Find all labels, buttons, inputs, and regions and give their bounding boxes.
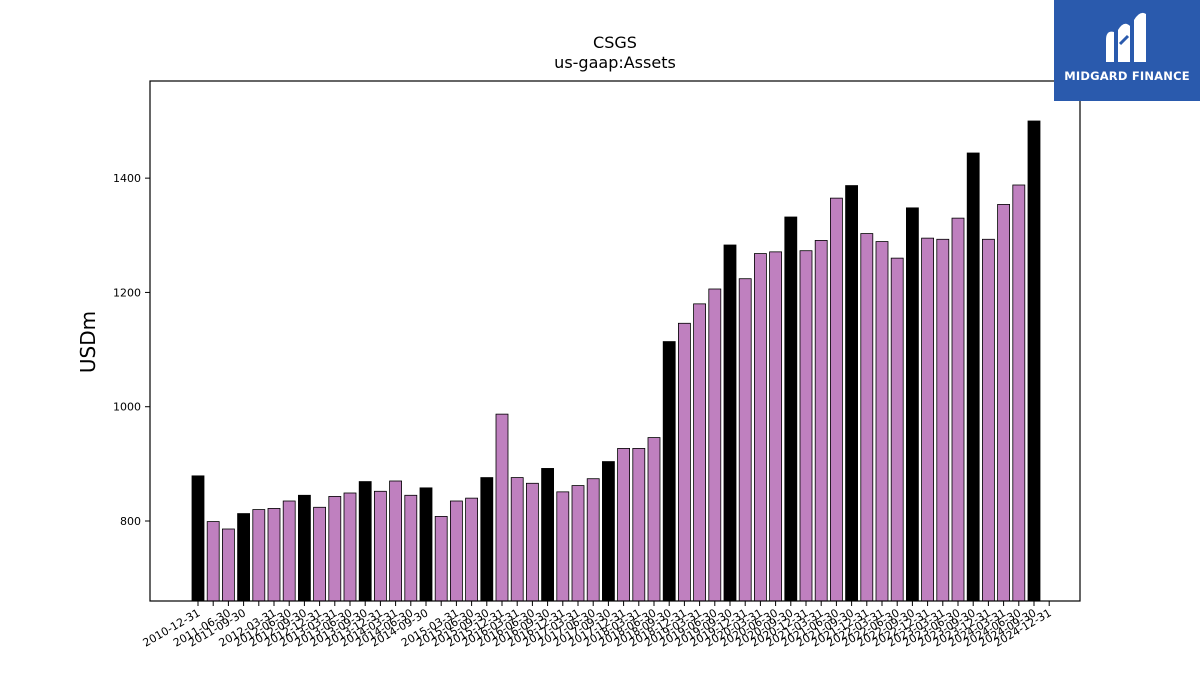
bar-2014-03-31 xyxy=(389,480,403,602)
y-axis-ticks: 800 1000 1200 1400 xyxy=(113,172,150,528)
bar-2012-03-31 xyxy=(267,508,281,602)
bar-2011-09-30 xyxy=(237,513,251,602)
bar-2021-06-30 xyxy=(830,197,843,602)
bar-2023-09-30 xyxy=(966,152,980,602)
bar-2020-06-30 xyxy=(769,251,782,602)
bar-2022-12-31 xyxy=(921,237,934,602)
bar-2021-12-31 xyxy=(860,233,874,602)
bar-2017-09-30 xyxy=(602,461,615,602)
logo-text: MIDGARD FINANCE xyxy=(1064,69,1190,83)
chart-title: CSGS xyxy=(593,33,637,52)
bar-2018-06-30 xyxy=(647,437,661,602)
bar-2013-09-30 xyxy=(358,481,372,602)
bar-2019-12-31 xyxy=(738,278,752,602)
plot-frame xyxy=(149,80,1081,602)
y-tick-label: 1200 xyxy=(113,286,141,299)
bar-2021-09-30 xyxy=(845,185,858,602)
bar-2016-09-30 xyxy=(541,468,554,602)
bar-2014-06-30 xyxy=(404,494,418,602)
bar-2022-06-30 xyxy=(890,257,904,602)
bar-2023-12-31 xyxy=(982,238,995,602)
bar-2012-09-30 xyxy=(297,494,311,602)
bar-2024-03-31 xyxy=(997,204,1010,602)
bar-2012-12-31 xyxy=(313,506,327,602)
bar-2011-03-31 xyxy=(206,521,220,602)
bar-2013-03-31 xyxy=(328,496,342,602)
y-tick-label: 1400 xyxy=(113,172,141,185)
bar-2022-09-30 xyxy=(906,207,919,602)
bar-2020-09-30 xyxy=(784,216,798,602)
bar-2011-06-30 xyxy=(221,528,235,602)
bar-2019-09-30 xyxy=(723,244,737,602)
bar-2015-06-30 xyxy=(465,497,479,602)
bar-2017-03-31 xyxy=(571,485,585,602)
bar-2013-12-31 xyxy=(373,490,387,602)
bar-2018-12-31 xyxy=(678,322,691,602)
bar-2023-06-30 xyxy=(951,217,965,602)
bar-2015-09-30 xyxy=(480,477,494,602)
bar-2014-12-31 xyxy=(434,516,448,602)
bar-2024-06-30 xyxy=(1012,184,1026,602)
bar-2019-03-31 xyxy=(693,303,706,602)
bar-2016-03-31 xyxy=(510,477,524,602)
bar-2018-03-31 xyxy=(632,448,646,602)
bar-2017-06-30 xyxy=(586,478,600,602)
bar-2017-12-31 xyxy=(617,448,630,602)
bar-2016-12-31 xyxy=(556,491,570,602)
x-axis-ticks: 2010-12-312011-06-302011-09-302012-03-31… xyxy=(141,601,1054,650)
bar-2019-06-30 xyxy=(708,288,722,602)
bar-2014-09-30 xyxy=(419,487,433,602)
chart-subtitle: us-gaap:Assets xyxy=(554,53,676,72)
bar-2020-03-31 xyxy=(754,253,767,602)
bar-2011-12-31 xyxy=(252,509,266,602)
bar-2018-09-30 xyxy=(662,341,676,602)
y-tick-label: 1000 xyxy=(113,401,141,414)
brand-logo: MIDGARD FINANCE xyxy=(1054,0,1200,101)
logo-mark-icon xyxy=(1106,12,1146,62)
bar-2020-12-31 xyxy=(799,250,813,602)
bar-2015-03-31 xyxy=(449,500,463,602)
bar-2023-03-31 xyxy=(936,238,950,602)
bar-2022-03-31 xyxy=(875,241,889,602)
y-tick-label: 800 xyxy=(120,515,141,528)
bars-group xyxy=(191,120,1041,602)
y-axis-label: USDm xyxy=(76,311,100,373)
bar-2015-12-31 xyxy=(495,413,509,602)
bar-2024-09-30 xyxy=(1027,120,1041,602)
bar-2010-12-31 xyxy=(191,475,205,602)
bar-2013-06-30 xyxy=(343,492,357,602)
bar-2012-06-30 xyxy=(282,500,296,602)
bar-2021-03-31 xyxy=(814,240,828,602)
bar-2016-06-30 xyxy=(526,482,539,602)
